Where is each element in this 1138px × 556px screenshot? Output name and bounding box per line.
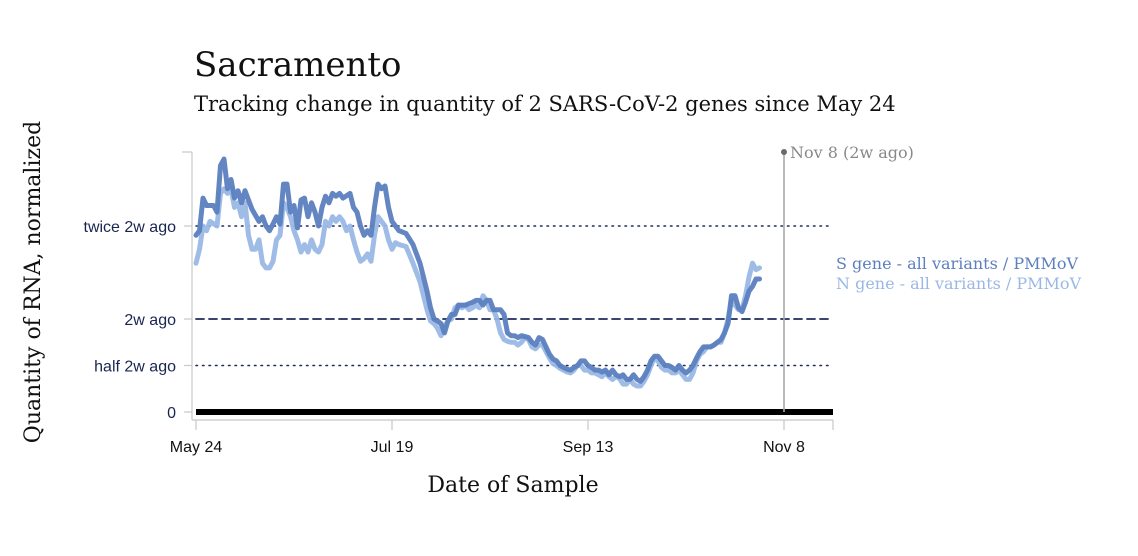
y-tick-label: twice 2w ago bbox=[84, 219, 177, 236]
series-lines bbox=[193, 156, 762, 389]
annotation-dot bbox=[781, 149, 787, 155]
chart-subtitle: Tracking change in quantity of 2 SARS-Co… bbox=[194, 92, 896, 116]
reference-lines bbox=[195, 225, 834, 415]
y-tick-label: 0 bbox=[167, 405, 176, 422]
x-tick-label: Nov 8 bbox=[763, 439, 805, 456]
y-axis: twice 2w ago 2w ago half 2w ago 0 bbox=[84, 151, 193, 422]
chart-title: Sacramento bbox=[194, 45, 402, 85]
series-label-n-gene: N gene - all variants / PMMoV bbox=[836, 274, 1082, 293]
series-label-s-gene: S gene - all variants / PMMoV bbox=[836, 254, 1079, 273]
x-tick-label: May 24 bbox=[170, 439, 223, 456]
x-axis-label: Date of Sample bbox=[427, 473, 598, 498]
y-tick-label: half 2w ago bbox=[94, 359, 176, 376]
annotation-label: Nov 8 (2w ago) bbox=[790, 143, 914, 162]
series-line-s-gene bbox=[193, 156, 762, 384]
annotation: Nov 8 (2w ago) bbox=[781, 143, 914, 412]
x-axis: May 24 Jul 19 Sep 13 Nov 8 bbox=[170, 419, 834, 456]
x-tick-label: Sep 13 bbox=[563, 439, 614, 456]
y-tick-label: 2w ago bbox=[124, 312, 176, 329]
x-tick-label: Jul 19 bbox=[371, 439, 414, 456]
y-axis-label: Quantity of RNA, normalized bbox=[21, 121, 46, 443]
